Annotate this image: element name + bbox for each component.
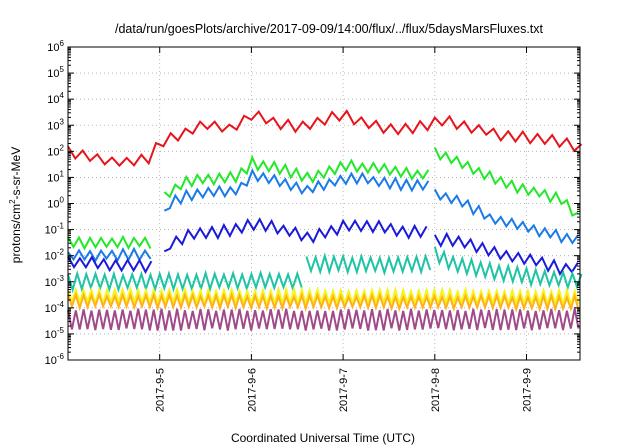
series-line [67,291,580,313]
y-tick-label: 10-2 [45,248,65,263]
series-line [67,109,583,168]
series-line [67,234,152,251]
series-line [433,231,579,277]
x-tick-label: 2017-9-6 [246,368,258,412]
y-tick-label: 10-6 [45,352,65,367]
chart-title: /data/run/goesPlots/archive/2017-09-09/1… [115,22,544,36]
x-tick-label: 2017-9-7 [338,368,350,412]
y-tick-label: 100 [47,196,64,211]
series-4 [67,217,579,277]
y-tick-label: 104 [47,91,64,106]
series-line [163,217,428,253]
series-group [67,109,583,331]
y-axis-ticks: 10-6 10-5 10-4 10-3 10-2 10-1 100 101 102 103 104 1… [45,39,580,367]
series-line [433,246,583,291]
series-line [67,246,152,263]
y-tick-label: 10-1 [45,222,65,237]
y-tick-label: 101 [47,169,64,184]
x-axis-label: Coordinated Universal Time (UTC) [231,431,415,445]
x-axis-ticks: 2017-9-5 2017-9-6 2017-9-7 2017-9-8 2017-9-9 [155,47,534,412]
series-line [67,285,580,309]
series-1 [67,109,583,168]
series-5 [67,246,583,294]
series-line [163,168,430,212]
series-line [67,255,153,275]
series-line [163,154,430,199]
series-6 [67,285,580,309]
series-2 [67,147,579,251]
x-tick-label: 2017-9-9 [522,368,534,412]
y-tick-label: 102 [47,143,64,158]
y-tick-label: 103 [47,117,64,132]
y-tick-label: 10-3 [45,274,65,289]
series-7 [67,291,580,313]
y-tick-label: 10-4 [45,300,65,315]
y-tick-label: 10-5 [45,326,65,341]
series-8 [67,308,580,331]
series-3 [67,168,579,263]
series-line [305,252,432,277]
x-tick-label: 2017-9-8 [430,368,442,412]
series-line [433,147,579,217]
series-line [433,188,579,245]
y-tick-label: 106 [47,39,64,54]
y-tick-label: 105 [47,65,64,80]
series-line [67,308,580,331]
series-line [67,269,303,294]
y-axis-label: protons/cm2-s-sr-MeV [8,147,23,263]
x-tick-label: 2017-9-5 [155,368,167,412]
